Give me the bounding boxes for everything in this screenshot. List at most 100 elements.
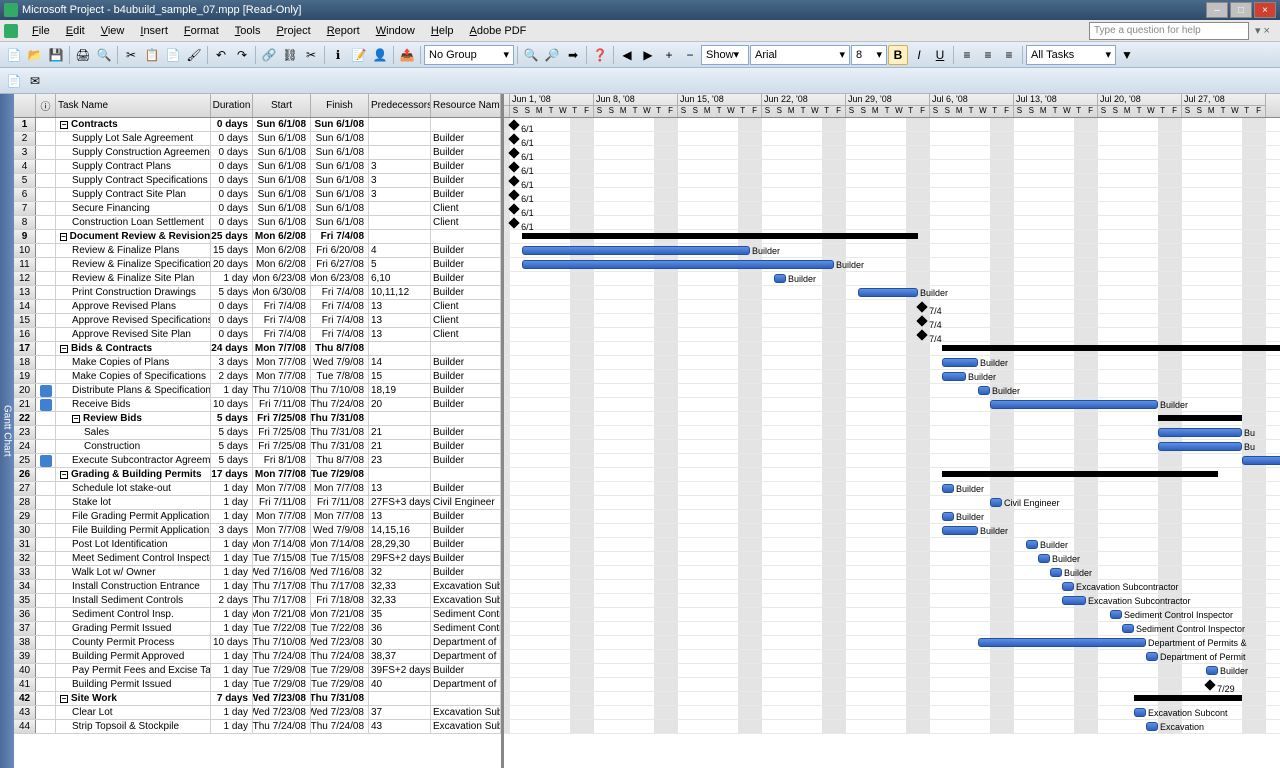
- gantt-row[interactable]: [504, 118, 1280, 132]
- menu-window[interactable]: Window: [368, 23, 423, 39]
- resource-cell[interactable]: Builder: [431, 664, 501, 677]
- predecessors-cell[interactable]: 3: [369, 160, 431, 173]
- start-cell[interactable]: Wed 7/23/08: [253, 692, 311, 705]
- duration-cell[interactable]: 0 days: [211, 328, 253, 341]
- task-row[interactable]: 15Approve Revised Specifications0 daysFr…: [14, 314, 501, 328]
- task-name-cell[interactable]: Meet Sediment Control Inspector: [56, 552, 211, 565]
- finish-cell[interactable]: Thu 7/24/08: [311, 720, 369, 733]
- resource-cell[interactable]: Client: [431, 314, 501, 327]
- gantt-row[interactable]: [504, 356, 1280, 370]
- start-cell[interactable]: Tue 7/29/08: [253, 678, 311, 691]
- predecessors-cell[interactable]: 38,37: [369, 650, 431, 663]
- summary-bar[interactable]: [1134, 695, 1242, 701]
- row-number[interactable]: 43: [14, 706, 36, 719]
- task-row[interactable]: 33Walk Lot w/ Owner1 dayWed 7/16/08Wed 7…: [14, 566, 501, 580]
- task-bar[interactable]: Bu: [1158, 442, 1242, 451]
- duration-cell[interactable]: 1 day: [211, 552, 253, 565]
- menu-insert[interactable]: Insert: [132, 23, 176, 39]
- row-number[interactable]: 5: [14, 174, 36, 187]
- task-bar[interactable]: Department of Permits &: [978, 638, 1146, 647]
- task-row[interactable]: 34Install Construction Entrance1 dayThu …: [14, 580, 501, 594]
- task-name-cell[interactable]: File Grading Permit Application: [56, 510, 211, 523]
- note-icon[interactable]: 📝: [349, 45, 369, 65]
- resource-cell[interactable]: Builder: [431, 146, 501, 159]
- start-cell[interactable]: Fri 7/25/08: [253, 412, 311, 425]
- task-name-cell[interactable]: Install Sediment Controls: [56, 594, 211, 607]
- task-name-cell[interactable]: Approve Revised Specifications: [56, 314, 211, 327]
- row-number[interactable]: 9: [14, 230, 36, 243]
- duration-cell[interactable]: 0 days: [211, 300, 253, 313]
- task-name-cell[interactable]: Make Copies of Specifications: [56, 370, 211, 383]
- task-row[interactable]: 42−Site Work7 daysWed 7/23/08Thu 7/31/08: [14, 692, 501, 706]
- menu-edit[interactable]: Edit: [58, 23, 93, 39]
- task-name-cell[interactable]: Review & Finalize Specifications: [56, 258, 211, 271]
- duration-cell[interactable]: 0 days: [211, 174, 253, 187]
- publish-icon[interactable]: 📤: [397, 45, 417, 65]
- task-row[interactable]: 27Schedule lot stake-out1 dayMon 7/7/08M…: [14, 482, 501, 496]
- duration-cell[interactable]: 5 days: [211, 412, 253, 425]
- start-cell[interactable]: Tue 7/15/08: [253, 552, 311, 565]
- gantt-row[interactable]: [504, 566, 1280, 580]
- start-cell[interactable]: Mon 7/14/08: [253, 538, 311, 551]
- finish-cell[interactable]: Fri 6/20/08: [311, 244, 369, 257]
- row-number[interactable]: 10: [14, 244, 36, 257]
- start-cell[interactable]: Fri 7/25/08: [253, 440, 311, 453]
- start-cell[interactable]: Thu 7/10/08: [253, 636, 311, 649]
- predecessors-cell[interactable]: [369, 132, 431, 145]
- task-row[interactable]: 25Execute Subcontractor Agreements5 days…: [14, 454, 501, 468]
- start-cell[interactable]: Tue 7/22/08: [253, 622, 311, 635]
- row-number[interactable]: 24: [14, 440, 36, 453]
- resource-cell[interactable]: Builder: [431, 272, 501, 285]
- task-name-cell[interactable]: Receive Bids: [56, 398, 211, 411]
- finish-cell[interactable]: Thu 7/24/08: [311, 398, 369, 411]
- duration-cell[interactable]: 20 days: [211, 258, 253, 271]
- menu-report[interactable]: Report: [319, 23, 368, 39]
- finish-cell[interactable]: Sun 6/1/08: [311, 132, 369, 145]
- new-icon[interactable]: 📄: [4, 45, 24, 65]
- col-taskname[interactable]: Task Name: [56, 94, 211, 117]
- row-number[interactable]: 34: [14, 580, 36, 593]
- finish-cell[interactable]: Sun 6/1/08: [311, 174, 369, 187]
- task-bar[interactable]: Excavation Subcont: [1134, 708, 1146, 717]
- copy-icon[interactable]: 📋: [142, 45, 162, 65]
- duration-cell[interactable]: 1 day: [211, 482, 253, 495]
- resource-cell[interactable]: Department of P: [431, 636, 501, 649]
- start-cell[interactable]: Mon 7/7/08: [253, 510, 311, 523]
- start-cell[interactable]: Sun 6/1/08: [253, 132, 311, 145]
- task-row[interactable]: 4Supply Contract Plans0 daysSun 6/1/08Su…: [14, 160, 501, 174]
- task-row[interactable]: 37Grading Permit Issued1 dayTue 7/22/08T…: [14, 622, 501, 636]
- predecessors-cell[interactable]: 15: [369, 370, 431, 383]
- finish-cell[interactable]: Tue 7/15/08: [311, 552, 369, 565]
- task-row[interactable]: 26−Grading & Building Permits17 daysMon …: [14, 468, 501, 482]
- task-name-cell[interactable]: Supply Lot Sale Agreement: [56, 132, 211, 145]
- resource-cell[interactable]: Sediment Contr: [431, 622, 501, 635]
- resource-cell[interactable]: Builder: [431, 356, 501, 369]
- resource-cell[interactable]: Builder: [431, 440, 501, 453]
- task-bar[interactable]: Department of Permit: [1146, 652, 1158, 661]
- pdf-mail-icon[interactable]: ✉: [25, 71, 45, 91]
- finish-cell[interactable]: Sun 6/1/08: [311, 146, 369, 159]
- task-name-cell[interactable]: −Site Work: [56, 692, 211, 705]
- start-cell[interactable]: Fri 7/4/08: [253, 300, 311, 313]
- task-bar[interactable]: Builder: [1026, 540, 1038, 549]
- predecessors-cell[interactable]: 10,11,12: [369, 286, 431, 299]
- row-number[interactable]: 18: [14, 356, 36, 369]
- duration-cell[interactable]: 0 days: [211, 132, 253, 145]
- row-number[interactable]: 1: [14, 118, 36, 131]
- gantt-row[interactable]: [504, 202, 1280, 216]
- filter-combo[interactable]: All Tasks▾: [1026, 45, 1116, 65]
- finish-cell[interactable]: Wed 7/9/08: [311, 524, 369, 537]
- start-cell[interactable]: Thu 7/17/08: [253, 594, 311, 607]
- row-number[interactable]: 33: [14, 566, 36, 579]
- row-number[interactable]: 16: [14, 328, 36, 341]
- predecessors-cell[interactable]: [369, 216, 431, 229]
- start-cell[interactable]: Sun 6/1/08: [253, 146, 311, 159]
- start-cell[interactable]: Mon 7/7/08: [253, 468, 311, 481]
- predecessors-cell[interactable]: 18,19: [369, 384, 431, 397]
- duration-cell[interactable]: 1 day: [211, 510, 253, 523]
- resource-cell[interactable]: Excavation Sub: [431, 720, 501, 733]
- underline-icon[interactable]: U: [930, 45, 950, 65]
- gantt-row[interactable]: [504, 496, 1280, 510]
- gantt-row[interactable]: [504, 300, 1280, 314]
- predecessors-cell[interactable]: [369, 118, 431, 131]
